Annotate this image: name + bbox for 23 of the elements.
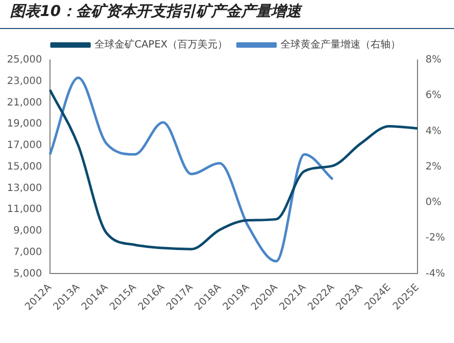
y2-tick-label: 0%	[426, 197, 442, 208]
y-tick-label: 15,000	[6, 161, 42, 172]
y-tick-label: 9,000	[13, 226, 42, 237]
legend-label: 全球黄金产量增速（右轴）	[280, 38, 401, 51]
y-tick-label: 17,000	[6, 140, 42, 152]
legend-label: 全球金矿CAPEX（百万美元）	[94, 38, 228, 51]
y-tick-label: 21,000	[6, 97, 42, 108]
y-tick-label: 19,000	[6, 118, 42, 130]
y2-tick-label: 6%	[426, 90, 442, 102]
y2-tick-label: 8%	[426, 54, 442, 66]
y2-tick-label: -2%	[426, 232, 446, 244]
line-series	[48, 88, 419, 250]
y2-tick-label: 2%	[426, 161, 442, 172]
y-tick-label: 25,000	[6, 54, 42, 66]
y2-tick-label: -4%	[426, 268, 446, 280]
y-tick-label: 7,000	[13, 246, 42, 258]
line-series	[48, 76, 334, 262]
y-tick-label: 13,000	[6, 182, 42, 194]
chart-title: 图表10：金矿资本开支指引矿产金产量增速	[10, 2, 301, 21]
y-tick-label: 23,000	[6, 76, 42, 87]
y-tick-label: 11,000	[6, 204, 42, 216]
y2-tick-label: 4%	[426, 126, 442, 137]
y-tick-label: 5,000	[13, 268, 42, 280]
